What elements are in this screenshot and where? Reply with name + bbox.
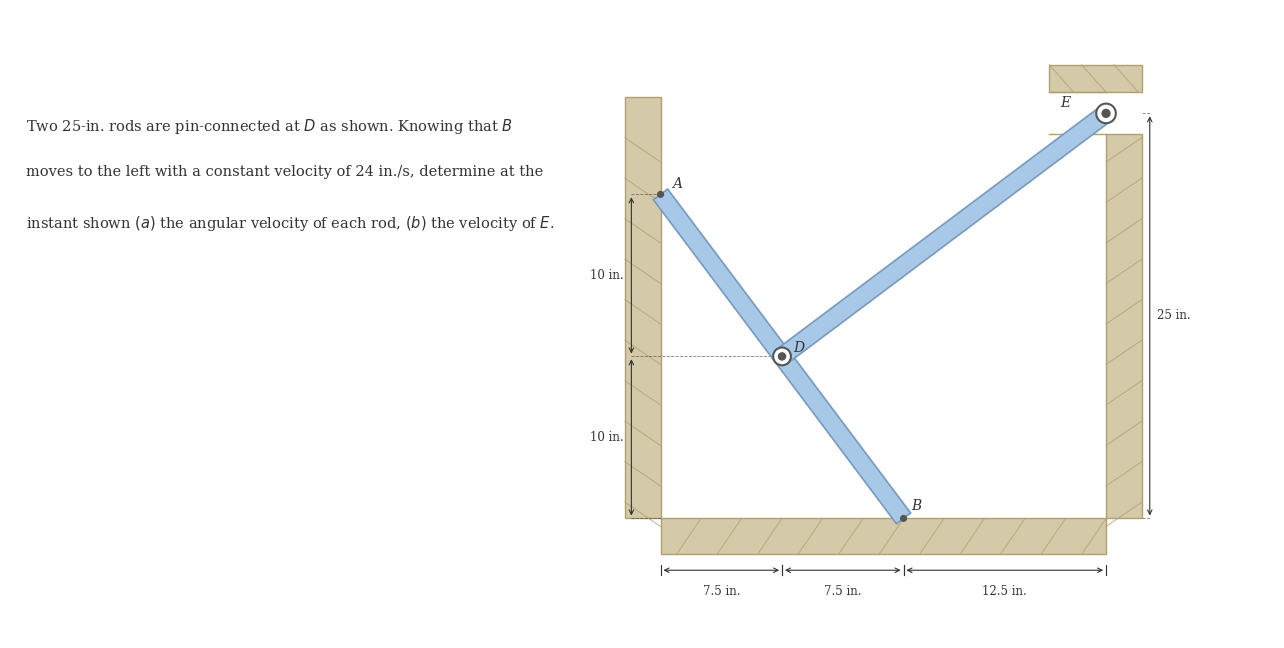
Text: 7.5 in.: 7.5 in. [702, 584, 740, 598]
Polygon shape [1049, 65, 1141, 93]
Text: 7.5 in.: 7.5 in. [824, 584, 862, 598]
Text: instant shown $(a)$ the angular velocity of each rod, $(b)$ the velocity of $E$.: instant shown $(a)$ the angular velocity… [26, 214, 555, 233]
Polygon shape [654, 189, 910, 524]
Circle shape [773, 347, 791, 365]
Circle shape [900, 516, 907, 521]
Polygon shape [625, 97, 660, 518]
Polygon shape [777, 106, 1112, 364]
Polygon shape [1106, 135, 1141, 518]
Text: 10 in.: 10 in. [591, 431, 624, 444]
Circle shape [1102, 110, 1109, 117]
Text: 25 in.: 25 in. [1157, 309, 1190, 323]
Text: 12.5 in.: 12.5 in. [982, 584, 1027, 598]
Text: E: E [1061, 96, 1071, 110]
Circle shape [657, 192, 664, 197]
Text: A: A [672, 177, 682, 191]
Text: 10 in.: 10 in. [591, 269, 624, 282]
Text: B: B [912, 500, 922, 513]
Text: Two 25-in. rods are pin-connected at $D$ as shown. Knowing that $B$: Two 25-in. rods are pin-connected at $D$… [26, 117, 512, 135]
Circle shape [1097, 104, 1116, 123]
Circle shape [778, 353, 786, 360]
Text: D: D [794, 341, 805, 354]
Polygon shape [660, 518, 1106, 554]
Text: moves to the left with a constant velocity of 24 in./s, determine at the: moves to the left with a constant veloci… [26, 165, 543, 179]
